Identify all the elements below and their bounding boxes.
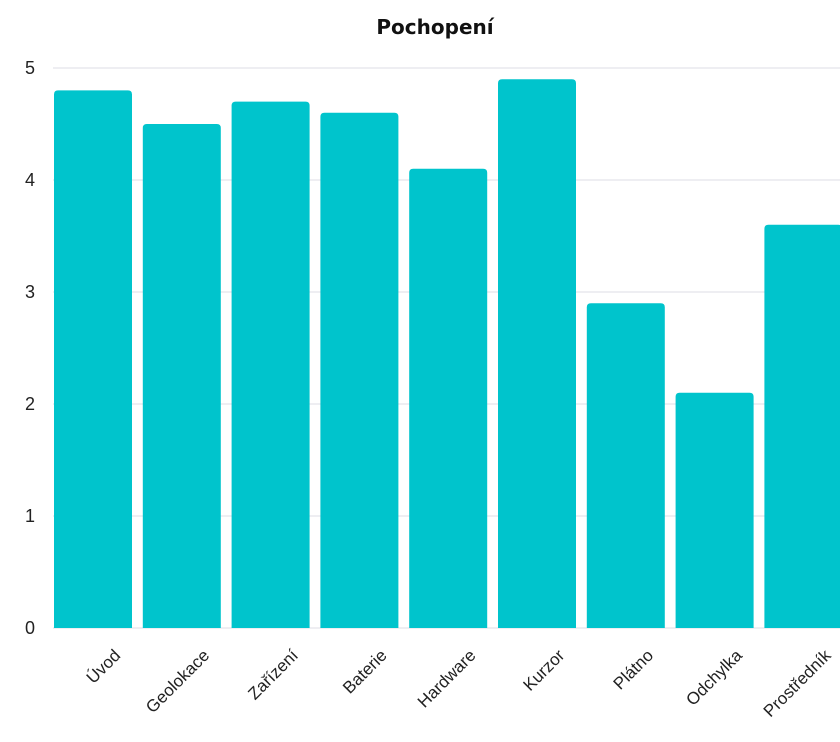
bar-9: [764, 224, 840, 628]
bar-1: [54, 90, 132, 628]
bar-2: [142, 124, 221, 628]
chart-title: Pochopení: [376, 15, 494, 39]
bar-6: [498, 79, 576, 628]
y-tick-label: 0: [25, 618, 35, 638]
x-tick-label: Plátno: [610, 646, 658, 694]
y-tick-label: 2: [25, 394, 35, 414]
x-tick-label: Geolokace: [142, 646, 213, 717]
x-tick-label: Prostředník: [760, 646, 835, 721]
x-tick-label: Odchylka: [682, 646, 746, 710]
x-tick-label: Hardware: [414, 646, 480, 712]
x-tick-label: Zařízení: [244, 646, 302, 704]
bar-5: [409, 168, 488, 629]
bar-7: [586, 303, 665, 628]
bar-8: [675, 392, 754, 628]
x-tick-label: Kurzor: [519, 646, 568, 695]
bars: [54, 79, 840, 629]
y-axis: 0 1 2 3 4 5: [25, 58, 35, 638]
bar-3: [231, 101, 310, 629]
y-tick-label: 3: [25, 282, 35, 302]
y-tick-label: 1: [25, 506, 35, 526]
x-axis: Úvod Geolokace Zařízení Baterie Hardware Kurz…: [83, 646, 835, 721]
x-tick-label: Úvod: [83, 646, 124, 687]
bar-4: [320, 112, 399, 629]
x-tick-label: Baterie: [339, 646, 391, 698]
y-tick-label: 5: [25, 58, 35, 78]
y-tick-label: 4: [25, 170, 35, 190]
